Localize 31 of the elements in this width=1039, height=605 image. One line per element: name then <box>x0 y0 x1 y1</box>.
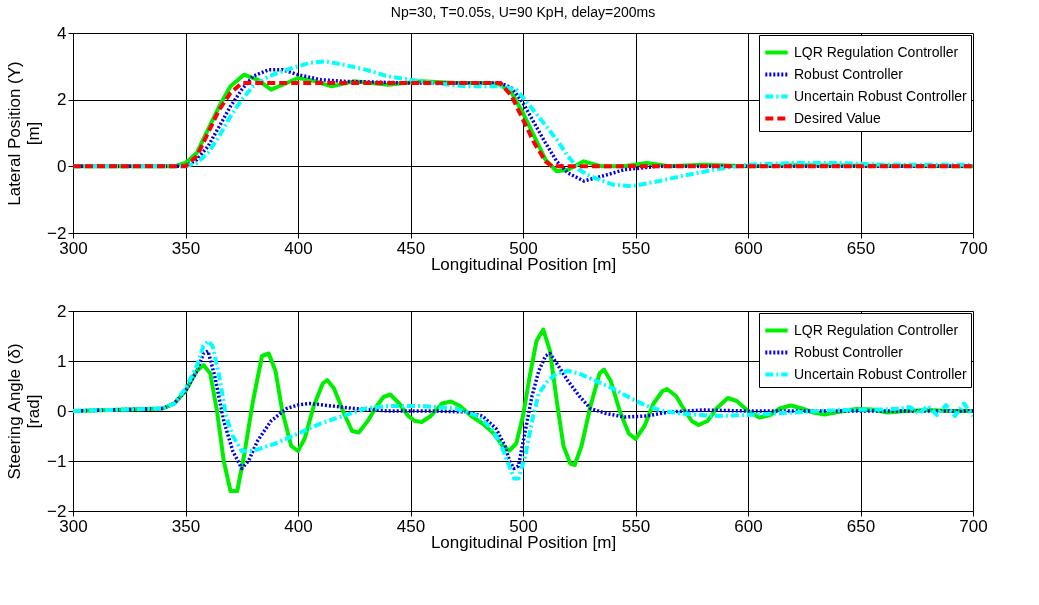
x-tick-label: 700 <box>959 238 988 258</box>
y-tick-label: 0 <box>57 401 67 421</box>
x-tick-label: 400 <box>284 516 313 536</box>
legend-label: Robust Controller <box>794 65 904 82</box>
y-tick-label: 2 <box>57 90 67 110</box>
x-tick-label: 350 <box>171 516 201 536</box>
x-tick-label: 700 <box>959 516 988 536</box>
legend-label: LQR Regulation Controller <box>794 321 959 338</box>
x-tick-label: 550 <box>621 516 651 536</box>
x-tick-label: 600 <box>734 238 763 258</box>
x-tick-label: 450 <box>396 516 426 536</box>
legend-label: Robust Controller <box>794 343 904 360</box>
y-tick-label: 0 <box>57 156 67 176</box>
y-axis-title: Lateral Position (Y) [m] <box>5 61 44 206</box>
chart-title: Np=30, T=0.05s, U=90 KpH, delay=200ms <box>390 4 656 20</box>
y-tick-label: 4 <box>57 23 67 43</box>
legend-label: LQR Regulation Controller <box>794 43 959 60</box>
x-tick-label: 400 <box>284 238 313 258</box>
legend-label: Desired Value <box>794 109 882 126</box>
x-tick-label: 350 <box>171 238 201 258</box>
y-axis-title: Steering Angle (δ) [rad] <box>5 343 44 480</box>
x-tick-label: 650 <box>846 238 876 258</box>
x-tick-label: 600 <box>734 516 763 536</box>
y-tick-label: 1 <box>57 351 67 371</box>
y-tick-label: 2 <box>57 301 67 321</box>
x-tick-label: 450 <box>396 238 426 258</box>
x-tick-label: 650 <box>846 516 876 536</box>
x-tick-label: 550 <box>621 238 651 258</box>
legend-label: Uncertain Robust Controller <box>794 365 968 382</box>
legend-label: Uncertain Robust Controller <box>794 87 968 104</box>
y-tick-label: −1 <box>47 451 67 471</box>
